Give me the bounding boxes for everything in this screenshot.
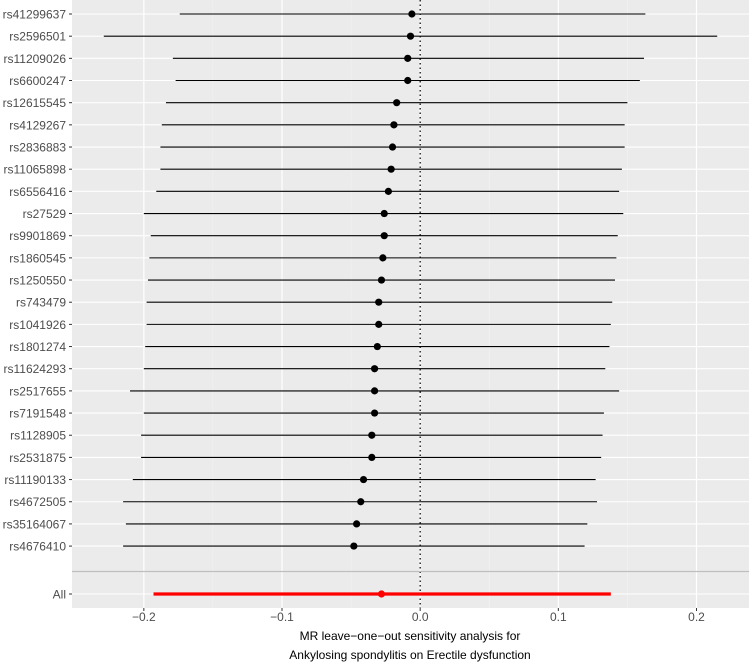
y-label-rs35164067: rs35164067 [3, 517, 67, 531]
x-axis-ticks [143, 608, 697, 611]
x-axis-tick-labels: −0.2 −0.1 0.0 0.1 0.2 [132, 610, 705, 624]
x-axis-title-line-2: Ankylosing spondylitis on Erectile dysfu… [289, 648, 530, 662]
x-tick-label: 0.1 [550, 610, 567, 624]
point-rs9901869 [380, 232, 388, 240]
point-rs11624293 [370, 365, 379, 373]
point-rs35164067 [353, 520, 361, 528]
y-axis-labels: rs41299637 rs2596501 rs11209026 rs6600247 rs… [3, 8, 67, 602]
point-rs2517655 [370, 387, 379, 395]
y-label-rs41299637: rs41299637 [3, 8, 67, 22]
y-label-rs12615545: rs12615545 [3, 96, 67, 110]
y-label-rs11190133: rs11190133 [4, 473, 66, 487]
y-label-rs1128905: rs1128905 [10, 429, 66, 443]
y-label-rs4129267: rs4129267 [9, 118, 66, 132]
x-tick-label: −0.2 [132, 610, 156, 624]
point-estimates [350, 10, 416, 598]
point-overall [377, 590, 386, 598]
y-label-rs11624293: rs11624293 [4, 362, 67, 376]
point-rs4676410 [350, 542, 358, 550]
point-rs11065898 [387, 165, 395, 173]
point-rs6556416 [384, 187, 392, 195]
point-rs11209026 [404, 54, 412, 62]
y-label-rs1041926: rs1041926 [9, 318, 66, 332]
y-label-rs4672505: rs4672505 [9, 495, 66, 509]
y-label-rs1250550: rs1250550 [9, 274, 66, 288]
point-rs4672505 [357, 498, 365, 506]
point-rs1860545 [379, 254, 387, 262]
y-label-rs7191548: rs7191548 [9, 407, 66, 421]
x-tick-label: 0.0 [412, 610, 429, 624]
y-label-rs6600247: rs6600247 [9, 74, 66, 88]
y-label-rs1801274: rs1801274 [9, 340, 66, 354]
point-rs1128905 [368, 431, 376, 439]
y-label-rs2836883: rs2836883 [9, 141, 66, 155]
point-rs4129267 [390, 121, 398, 129]
y-label-rs11065898: rs11065898 [4, 163, 67, 177]
point-rs7191548 [370, 409, 379, 417]
y-label-rs11209026: rs11209026 [4, 52, 67, 66]
y-label-rs6556416: rs6556416 [9, 185, 66, 199]
y-label-rs27529: rs27529 [23, 207, 67, 221]
point-rs1250550 [377, 276, 386, 284]
y-label-overall: All [53, 588, 66, 602]
x-axis-title-line-1: MR leave−one−out sensitivity analysis fo… [300, 629, 521, 643]
point-rs1801274 [373, 342, 381, 351]
y-label-rs2596501: rs2596501 [9, 30, 66, 44]
point-rs2596501 [406, 32, 415, 40]
y-label-rs2531875: rs2531875 [9, 451, 66, 465]
x-tick-label: 0.2 [688, 610, 705, 624]
point-rs12615545 [393, 99, 401, 107]
point-rs2531875 [368, 453, 376, 461]
point-rs6600247 [404, 76, 412, 85]
y-label-rs9901869: rs9901869 [9, 229, 66, 243]
point-rs41299637 [408, 10, 416, 18]
point-rs27529 [380, 209, 388, 218]
point-rs743479 [375, 298, 383, 306]
y-axis-ticks [69, 13, 72, 595]
x-tick-label: −0.1 [270, 610, 294, 624]
y-label-rs2517655: rs2517655 [9, 384, 66, 398]
point-rs11190133 [359, 475, 368, 484]
point-rs2836883 [388, 143, 397, 151]
y-label-rs743479: rs743479 [16, 296, 66, 310]
y-label-rs4676410: rs4676410 [9, 540, 66, 554]
plot-panel [72, 0, 749, 608]
point-rs1041926 [375, 320, 383, 328]
y-label-rs1860545: rs1860545 [9, 251, 66, 265]
